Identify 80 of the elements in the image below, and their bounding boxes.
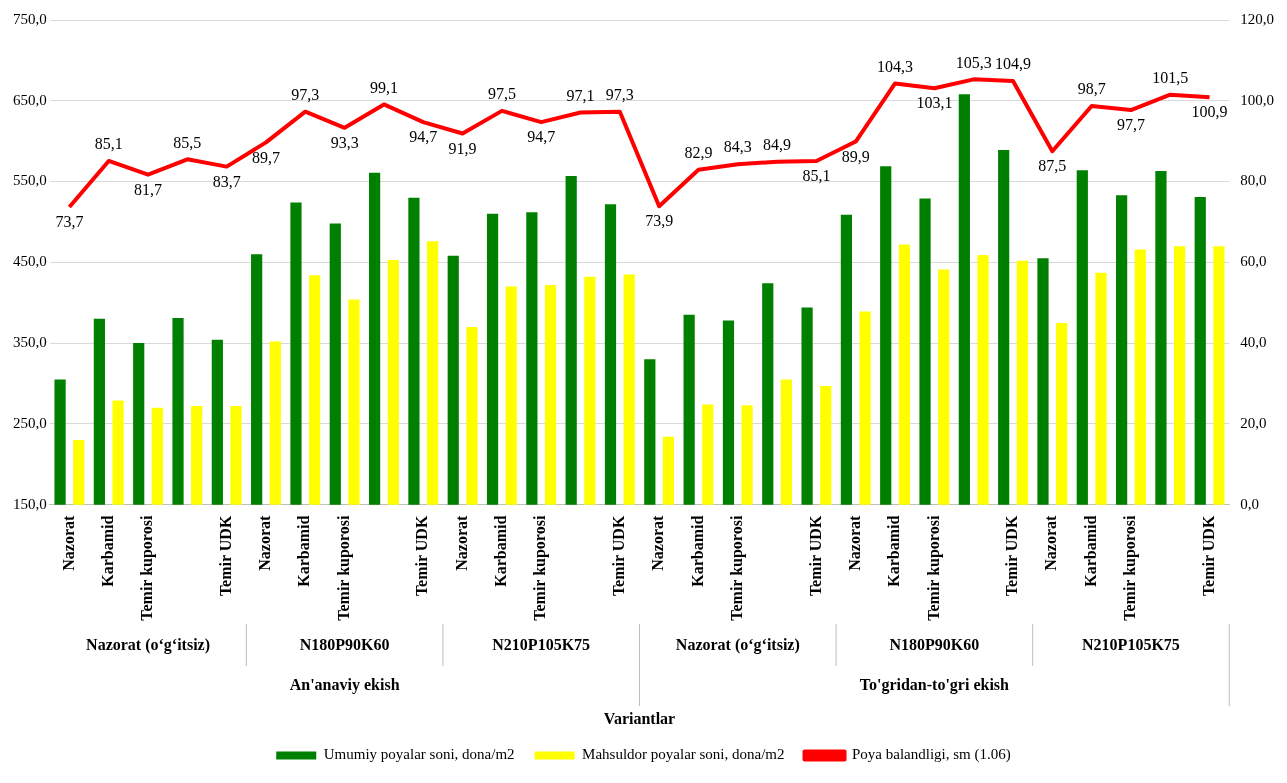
x-tick-label: Karbamid bbox=[1081, 515, 1099, 587]
x-tick-label: Karbamid bbox=[885, 515, 903, 587]
y2-tick-label: 120,0 bbox=[1240, 10, 1274, 27]
x-tick-label: Karbamid bbox=[295, 515, 313, 587]
text: To'gridan-to'gri ekish bbox=[859, 676, 1010, 695]
x-tick-label: Temir UDK bbox=[413, 515, 431, 597]
legend-label: Mahsuldor poyalar soni, dona/m2 bbox=[582, 746, 785, 763]
legend-label: Poya balandligi, sm (1.06) bbox=[852, 746, 1011, 764]
x-tick-label: Karbamid bbox=[98, 515, 116, 587]
data-label: 84,3 bbox=[723, 138, 752, 156]
y2-tick-label: 80,0 bbox=[1240, 172, 1267, 189]
data-label: 85,1 bbox=[802, 167, 831, 185]
y2-tick-label: 0,0 bbox=[1240, 495, 1259, 512]
text: N180P90K60 bbox=[299, 636, 390, 654]
data-label: 98,7 bbox=[1077, 80, 1106, 98]
x-tick-label: Temir kuporosi bbox=[531, 515, 550, 621]
x-tick-label: Temir kuporosi bbox=[334, 515, 353, 621]
x-tick-label: Nazorat bbox=[1042, 514, 1060, 571]
data-label: 103,1 bbox=[916, 94, 953, 112]
x-tick-label: Karbamid bbox=[492, 515, 510, 587]
x-tick-label: Temir UDK bbox=[609, 515, 627, 597]
x-tick-label: Temir kuporosi bbox=[138, 515, 157, 621]
data-label: 97,7 bbox=[1116, 116, 1145, 134]
legend-label: Umumiy poyalar soni, dona/m2 bbox=[323, 746, 515, 763]
x-tick-label: Nazorat bbox=[649, 514, 667, 571]
data-label: 105,3 bbox=[955, 53, 992, 71]
data-label: 93,3 bbox=[330, 134, 359, 152]
x-tick-label: Nazorat bbox=[256, 514, 274, 571]
data-label: 85,1 bbox=[94, 135, 123, 153]
data-label: 83,7 bbox=[212, 172, 241, 190]
x-tick-label: Temir UDK bbox=[1003, 515, 1021, 597]
x-tick-label: Karbamid bbox=[688, 515, 706, 587]
x-tick-label: Temir UDK bbox=[1199, 515, 1217, 597]
x-tick-label: Temir UDK bbox=[216, 515, 234, 597]
data-label: 94,7 bbox=[409, 128, 438, 146]
data-label: 99,1 bbox=[369, 78, 398, 96]
text: Nazorat (o‘g‘itsiz) bbox=[86, 636, 211, 655]
data-label: 82,9 bbox=[684, 144, 713, 162]
x-tick-label: Nazorat bbox=[452, 514, 470, 571]
y-tick-label: 250,0 bbox=[13, 414, 47, 431]
y2-tick-label: 100,0 bbox=[1240, 91, 1274, 108]
x-tick-label: Temir kuporosi bbox=[1121, 515, 1140, 621]
y-tick-label: 350,0 bbox=[13, 334, 47, 351]
data-label: 73,9 bbox=[645, 212, 674, 230]
x-tick-label: Temir kuporosi bbox=[727, 515, 746, 621]
data-label: 89,7 bbox=[251, 148, 280, 166]
data-label: 97,3 bbox=[605, 85, 634, 103]
data-label: 91,9 bbox=[448, 139, 477, 157]
data-label: 81,7 bbox=[134, 180, 163, 198]
y2-tick-label: 60,0 bbox=[1240, 253, 1267, 270]
text: An'anaviy ekish bbox=[289, 676, 400, 695]
data-label: 97,3 bbox=[291, 85, 320, 103]
data-label: 100,9 bbox=[1191, 103, 1228, 121]
text: N210P105K75 bbox=[1082, 636, 1180, 654]
x-tick-label: Nazorat bbox=[59, 514, 77, 571]
y-tick-label: 150,0 bbox=[13, 495, 47, 512]
text: N210P105K75 bbox=[492, 636, 591, 654]
y-tick-label: 450,0 bbox=[13, 253, 47, 270]
y-tick-label: 650,0 bbox=[13, 91, 47, 108]
data-label: 73,7 bbox=[55, 213, 84, 231]
data-label: 97,1 bbox=[566, 86, 595, 104]
data-label: 85,5 bbox=[173, 133, 202, 151]
y-tick-label: 550,0 bbox=[13, 172, 47, 189]
x-tick-label: Nazorat bbox=[845, 514, 863, 571]
data-label: 94,7 bbox=[527, 128, 556, 146]
text: Nazorat (o‘g‘itsiz) bbox=[675, 636, 800, 655]
data-label: 87,5 bbox=[1038, 157, 1067, 175]
data-label: 89,9 bbox=[841, 147, 870, 165]
y2-tick-label: 20,0 bbox=[1240, 414, 1267, 431]
data-label: 101,5 bbox=[1152, 68, 1189, 86]
y-tick-label: 750,0 bbox=[13, 10, 47, 27]
data-label: 104,3 bbox=[877, 57, 914, 75]
text: Variantlar bbox=[603, 710, 676, 728]
text: N180P90K60 bbox=[889, 636, 980, 654]
data-label: 104,9 bbox=[995, 55, 1032, 73]
y2-tick-label: 40,0 bbox=[1240, 334, 1267, 351]
data-label: 84,9 bbox=[763, 135, 792, 153]
x-tick-label: Temir kuporosi bbox=[924, 515, 943, 621]
x-tick-label: Temir UDK bbox=[806, 515, 824, 597]
data-label: 97,5 bbox=[487, 85, 516, 103]
